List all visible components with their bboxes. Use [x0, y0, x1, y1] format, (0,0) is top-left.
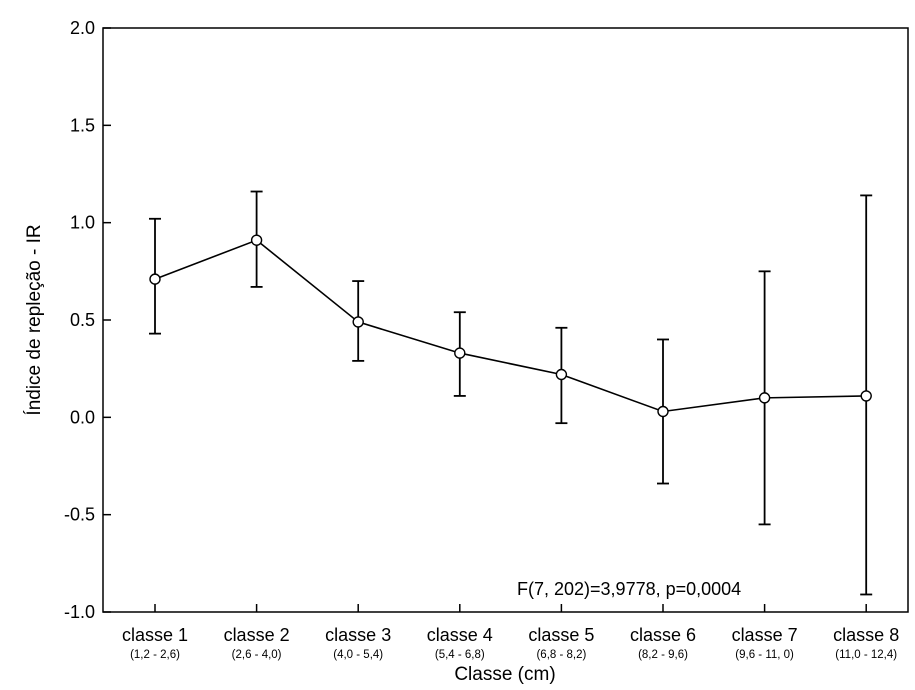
series-line	[154, 239, 867, 413]
x-tick-label: classe 4	[427, 625, 493, 645]
x-tick-label: classe 6	[630, 625, 696, 645]
y-tick-label: 0.5	[70, 310, 95, 330]
x-tick-label: classe 5	[528, 625, 594, 645]
x-tick-label: classe 2	[224, 625, 290, 645]
x-tick-sublabel: (9,6 - 11, 0)	[735, 649, 794, 661]
data-point	[149, 273, 161, 285]
x-axis: classe 1 (1,2 - 2,6) classe 2 (2,6 - 4,0) cl…	[122, 604, 899, 661]
y-tick-label: 2.0	[70, 18, 95, 38]
x-tick-sublabel: (2,6 - 4,0)	[232, 649, 282, 661]
x-tick-label: classe 7	[732, 625, 798, 645]
data-point	[250, 234, 263, 246]
plot-frame	[102, 27, 909, 613]
x-tick-label: classe 1	[122, 625, 188, 645]
data-point	[352, 316, 364, 328]
y-tick-label: 1.5	[70, 115, 95, 135]
data-point	[657, 405, 669, 418]
x-tick-label: classe 3	[325, 625, 391, 645]
y-axis: -1.0 -0.5 0.0 0.5 1.0 1.5 2.0	[64, 18, 111, 622]
x-tick-sublabel: (8,2 - 9,6)	[638, 649, 688, 661]
y-tick-label: 0.0	[70, 407, 95, 427]
x-tick-label: classe 8	[833, 625, 899, 645]
x-tick-sublabel: (6,8 - 8,2)	[536, 649, 586, 661]
y-axis-title: Índice de repleção - IR	[24, 224, 45, 415]
x-axis-title: Classe (cm)	[454, 664, 555, 685]
data-points	[149, 234, 872, 418]
x-tick-sublabel: (5,4 - 6,8)	[435, 649, 485, 661]
data-point	[454, 347, 466, 359]
y-tick-label: -0.5	[64, 505, 95, 525]
y-tick-label: -1.0	[64, 602, 95, 622]
data-point	[555, 368, 568, 381]
data-point	[860, 390, 872, 402]
y-tick-label: 1.0	[70, 213, 95, 233]
data-point	[758, 392, 771, 404]
x-tick-sublabel: (1,2 - 2,6)	[130, 649, 180, 661]
statistics-annotation: F(7, 202)=3,9778, p=0,0004	[517, 579, 741, 599]
x-tick-sublabel: (4,0 - 5,4)	[333, 649, 383, 661]
x-tick-sublabel: (11,0 - 12,4)	[835, 649, 897, 661]
